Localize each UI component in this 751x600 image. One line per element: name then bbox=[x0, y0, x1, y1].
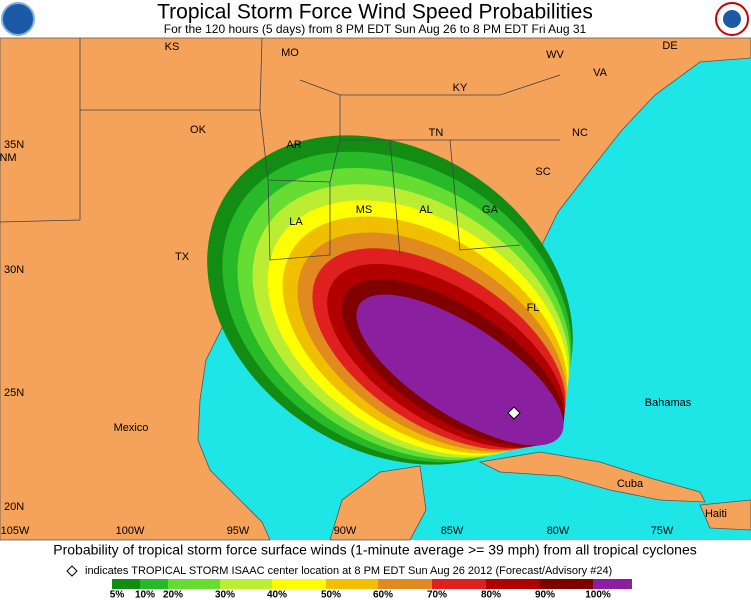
place-label: FL bbox=[527, 302, 540, 314]
title: Tropical Storm Force Wind Speed Probabil… bbox=[157, 1, 593, 24]
legend: 5% 10% 20% 30% 40% 50% 60% 70% 80% 90% 100% bbox=[110, 579, 632, 600]
longitude-label: 90W bbox=[334, 525, 357, 537]
place-label: Haiti bbox=[705, 508, 727, 520]
place-label: Cuba bbox=[617, 478, 644, 490]
legend-label: 10% bbox=[135, 590, 155, 600]
legend-label: 20% bbox=[163, 590, 183, 600]
place-label: AL bbox=[419, 204, 432, 216]
place-label: MO bbox=[281, 47, 299, 59]
place-labels: KS MO KY WV VA DE OK AR TN NC SC NM LA MS AL GA TX FL Mexi… bbox=[0, 40, 727, 520]
place-label: NM bbox=[0, 152, 17, 164]
legend-swatch bbox=[168, 579, 220, 589]
storm-center-marker bbox=[507, 406, 521, 420]
longitude-label: 105W bbox=[1, 525, 30, 537]
border bbox=[299, 74, 561, 140]
legend-swatch bbox=[378, 579, 432, 589]
legend-label: 40% bbox=[267, 590, 287, 600]
place-label: NC bbox=[572, 127, 588, 139]
longitude-label: 75W bbox=[651, 525, 674, 537]
legend-label: 100% bbox=[585, 590, 611, 600]
longitude-label: 95W bbox=[227, 525, 250, 537]
place-label: TX bbox=[175, 251, 190, 263]
legend-label: 80% bbox=[481, 590, 501, 600]
border bbox=[389, 139, 521, 256]
longitude-label: 100W bbox=[116, 525, 145, 537]
legend-label: 70% bbox=[427, 590, 447, 600]
place-label: TN bbox=[429, 127, 444, 139]
note: indicates TROPICAL STORM ISAAC center lo… bbox=[85, 565, 612, 577]
place-label: Mexico bbox=[114, 422, 149, 434]
legend-swatch bbox=[540, 579, 593, 589]
swath bbox=[356, 294, 564, 446]
place-label: WV bbox=[546, 49, 564, 61]
legend-swatch bbox=[326, 579, 378, 589]
cuba bbox=[478, 451, 706, 503]
hispaniola bbox=[699, 499, 751, 531]
legend-swatch bbox=[220, 579, 272, 589]
legend-swatch bbox=[432, 579, 486, 589]
yucatan bbox=[329, 465, 427, 541]
legend-label: 50% bbox=[321, 590, 341, 600]
border bbox=[259, 109, 560, 183]
legend-swatch bbox=[112, 579, 140, 589]
place-label: VA bbox=[593, 67, 608, 79]
place-label: GA bbox=[482, 204, 499, 216]
subtitle: For the 120 hours (5 days) from 8 PM EDT… bbox=[164, 22, 587, 36]
nws-logo-inner bbox=[723, 10, 741, 28]
latitude-label: 30N bbox=[4, 264, 24, 276]
place-label: AR bbox=[286, 139, 301, 151]
legend-label: 60% bbox=[373, 590, 393, 600]
map: KS MO KY WV VA DE OK AR TN NC SC NM LA MS AL GA TX FL Mexi… bbox=[0, 37, 751, 541]
place-label: MS bbox=[356, 204, 373, 216]
place-label: KS bbox=[165, 41, 180, 53]
longitude-label: 80W bbox=[547, 525, 570, 537]
place-label: OK bbox=[190, 124, 207, 136]
legend-swatch bbox=[272, 579, 326, 589]
longitude-label: 85W bbox=[441, 525, 464, 537]
graticule-labels: 35N 30N 25N 20N 105W 100W 95W 90W 85W 80W 75W bbox=[1, 139, 674, 537]
noaa-logo bbox=[1, 2, 35, 36]
legend-label: 90% bbox=[535, 590, 555, 600]
legend-label: 5% bbox=[110, 590, 125, 600]
note-diamond bbox=[66, 565, 78, 577]
legend-swatch bbox=[486, 579, 540, 589]
place-label: LA bbox=[289, 216, 303, 228]
caption: Probability of tropical storm force surf… bbox=[53, 542, 697, 558]
legend-swatch bbox=[593, 579, 632, 589]
borders bbox=[0, 37, 561, 261]
place-label: DE bbox=[662, 40, 677, 52]
border bbox=[0, 38, 81, 223]
latitude-label: 35N bbox=[4, 139, 24, 151]
place-label: Bahamas bbox=[645, 397, 692, 409]
place-label: KY bbox=[453, 82, 468, 94]
latitude-label: 20N bbox=[4, 501, 24, 513]
place-label: SC bbox=[535, 166, 550, 178]
border bbox=[267, 179, 331, 261]
legend-swatch bbox=[140, 579, 168, 589]
latitude-label: 25N bbox=[4, 387, 24, 399]
probability-swaths bbox=[207, 135, 573, 465]
legend-label: 30% bbox=[215, 590, 235, 600]
